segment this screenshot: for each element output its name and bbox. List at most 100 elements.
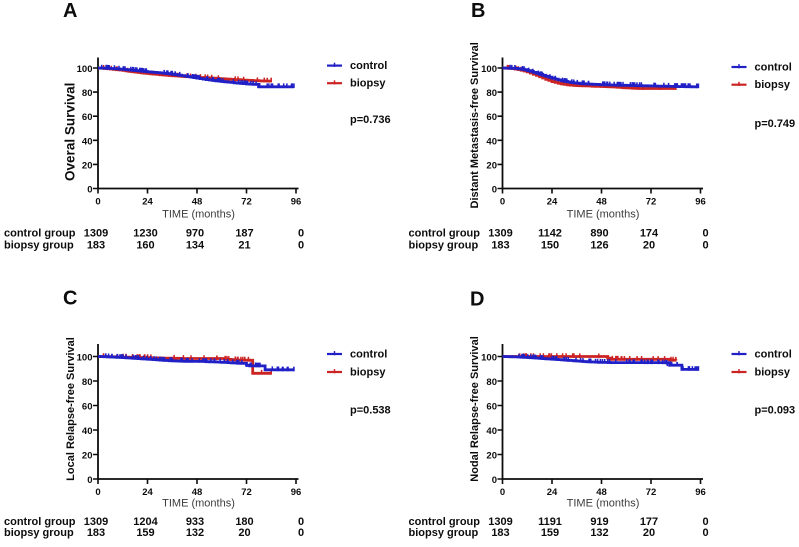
svg-text:control: control <box>755 61 792 73</box>
svg-text:72: 72 <box>646 196 657 207</box>
svg-text:biopsy group: biopsy group <box>409 240 479 252</box>
svg-text:1309: 1309 <box>488 516 512 528</box>
svg-text:180: 180 <box>235 516 253 528</box>
svg-text:183: 183 <box>87 527 105 539</box>
svg-text:21: 21 <box>238 240 250 252</box>
svg-text:132: 132 <box>590 527 608 539</box>
svg-text:C: C <box>63 288 77 310</box>
svg-text:1309: 1309 <box>84 516 108 528</box>
svg-text:20: 20 <box>238 527 250 539</box>
svg-text:0: 0 <box>702 240 708 252</box>
svg-text:0: 0 <box>87 475 92 486</box>
svg-text:A: A <box>63 0 77 22</box>
svg-text:96: 96 <box>695 487 706 498</box>
svg-text:p=0.749: p=0.749 <box>755 118 796 130</box>
svg-text:60: 60 <box>82 402 93 413</box>
svg-text:40: 40 <box>82 136 93 147</box>
svg-text:biopsy: biopsy <box>755 79 791 91</box>
svg-text:60: 60 <box>486 402 497 413</box>
svg-text:134: 134 <box>186 240 205 252</box>
svg-text:40: 40 <box>486 426 497 437</box>
svg-text:20: 20 <box>82 451 93 462</box>
svg-text:1309: 1309 <box>84 228 108 240</box>
svg-text:80: 80 <box>486 377 497 388</box>
svg-text:80: 80 <box>82 88 93 99</box>
svg-text:40: 40 <box>82 426 93 437</box>
svg-text:20: 20 <box>486 160 497 171</box>
svg-text:40: 40 <box>486 136 497 147</box>
svg-text:biopsy: biopsy <box>350 78 386 90</box>
svg-text:72: 72 <box>241 487 252 498</box>
svg-text:24: 24 <box>142 487 153 498</box>
svg-text:159: 159 <box>136 527 154 539</box>
svg-text:Distant Metastasis-free Surviv: Distant Metastasis-free Survival <box>469 42 481 208</box>
svg-text:0: 0 <box>95 487 100 498</box>
svg-text:96: 96 <box>291 487 302 498</box>
svg-text:0: 0 <box>298 527 304 539</box>
svg-text:890: 890 <box>590 228 608 240</box>
svg-text:0: 0 <box>492 185 497 196</box>
svg-text:biopsy group: biopsy group <box>4 240 74 252</box>
svg-text:159: 159 <box>541 527 559 539</box>
svg-text:177: 177 <box>640 516 658 528</box>
svg-text:biopsy group: biopsy group <box>409 527 479 539</box>
svg-text:183: 183 <box>87 240 105 252</box>
svg-text:biopsy: biopsy <box>350 366 386 378</box>
svg-text:TIME (months): TIME (months) <box>567 209 640 221</box>
svg-text:0: 0 <box>298 240 304 252</box>
svg-text:48: 48 <box>596 196 607 207</box>
svg-text:control group: control group <box>4 516 76 528</box>
svg-text:100: 100 <box>77 353 93 364</box>
svg-text:72: 72 <box>646 487 657 498</box>
svg-text:933: 933 <box>186 516 204 528</box>
svg-text:174: 174 <box>640 228 659 240</box>
svg-text:biopsy group: biopsy group <box>4 527 74 539</box>
svg-text:183: 183 <box>491 240 509 252</box>
svg-text:0: 0 <box>500 487 505 498</box>
svg-text:0: 0 <box>702 228 708 240</box>
svg-text:0: 0 <box>298 228 304 240</box>
svg-text:1142: 1142 <box>538 228 562 240</box>
svg-text:20: 20 <box>486 451 497 462</box>
svg-text:TIME (months): TIME (months) <box>162 498 235 510</box>
svg-text:126: 126 <box>590 240 608 252</box>
svg-text:24: 24 <box>142 196 153 207</box>
svg-text:132: 132 <box>186 527 204 539</box>
svg-text:control group: control group <box>4 228 76 240</box>
svg-text:0: 0 <box>95 196 100 207</box>
svg-text:0: 0 <box>87 185 92 196</box>
svg-text:control: control <box>350 348 387 360</box>
svg-text:D: D <box>470 288 484 310</box>
svg-text:control: control <box>350 60 387 72</box>
svg-text:0: 0 <box>500 196 505 207</box>
svg-text:control group: control group <box>409 516 481 528</box>
svg-text:TIME (months): TIME (months) <box>567 498 640 510</box>
svg-text:20: 20 <box>643 240 655 252</box>
svg-text:1230: 1230 <box>133 228 157 240</box>
svg-text:1191: 1191 <box>538 516 562 528</box>
svg-text:B: B <box>471 0 485 22</box>
svg-text:control: control <box>755 348 792 360</box>
svg-text:Local Relapse-free Survival: Local Relapse-free Survival <box>65 337 77 481</box>
svg-text:72: 72 <box>241 196 252 207</box>
svg-text:0: 0 <box>492 475 497 486</box>
svg-text:183: 183 <box>491 527 509 539</box>
svg-text:24: 24 <box>547 196 558 207</box>
svg-text:0: 0 <box>702 527 708 539</box>
svg-text:187: 187 <box>235 228 253 240</box>
svg-text:p=0.093: p=0.093 <box>755 405 796 417</box>
svg-text:24: 24 <box>547 487 558 498</box>
svg-text:970: 970 <box>186 228 204 240</box>
svg-text:100: 100 <box>77 64 93 75</box>
svg-text:100: 100 <box>481 64 497 75</box>
svg-text:1204: 1204 <box>133 516 158 528</box>
svg-text:Nodal Relapse-free Survival: Nodal Relapse-free Survival <box>469 336 481 482</box>
svg-text:1309: 1309 <box>488 228 512 240</box>
svg-text:0: 0 <box>298 516 304 528</box>
svg-text:TIME (months): TIME (months) <box>162 209 235 221</box>
svg-text:Overal Survival: Overal Survival <box>63 83 78 181</box>
svg-text:48: 48 <box>192 487 203 498</box>
svg-text:48: 48 <box>192 196 203 207</box>
svg-text:96: 96 <box>291 196 302 207</box>
svg-text:150: 150 <box>541 240 559 252</box>
